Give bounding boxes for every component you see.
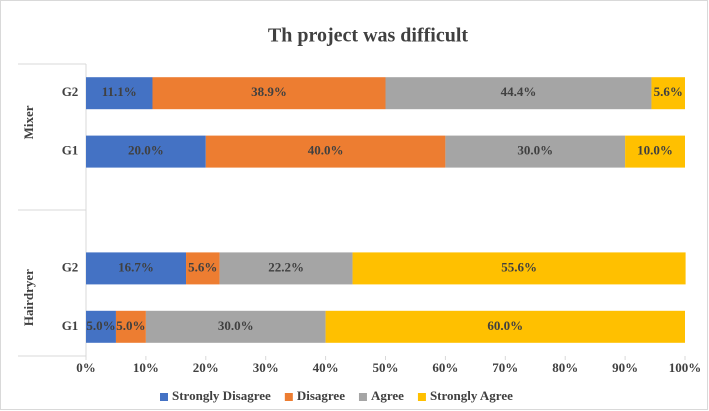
- data-label: 5.6%: [188, 259, 217, 274]
- x-tick-label: 100%: [669, 360, 702, 375]
- bar-segment: [86, 310, 116, 343]
- bar-segment: [325, 310, 685, 343]
- chart-title: Th project was difficult: [268, 25, 469, 47]
- bar-segment: [625, 135, 685, 168]
- x-tick-label: 30%: [253, 360, 279, 375]
- bar-segment: [186, 252, 220, 285]
- data-label: 30.0%: [218, 318, 254, 333]
- x-tick-label: 80%: [552, 360, 578, 375]
- data-label: 30.0%: [517, 143, 553, 158]
- legend-label: Agree: [371, 388, 404, 403]
- bar-segment: [152, 77, 386, 110]
- bar-segment: [86, 135, 206, 168]
- legend-label: Disagree: [297, 388, 345, 403]
- data-label: 44.4%: [501, 84, 537, 99]
- x-tick-label: 50%: [373, 360, 399, 375]
- x-tick-label: 20%: [193, 360, 219, 375]
- data-label: 20.0%: [128, 143, 164, 158]
- y-tick-label: G1: [62, 143, 79, 158]
- bar-segment: [145, 310, 326, 343]
- data-label: 11.1%: [102, 84, 137, 99]
- bar-segment: [651, 77, 685, 110]
- data-label: 10.0%: [637, 143, 673, 158]
- bar-segment: [352, 252, 686, 285]
- bar-segment: [219, 252, 353, 285]
- bar-segment: [86, 252, 187, 285]
- x-tick-label: 60%: [432, 360, 458, 375]
- data-label: 22.2%: [268, 259, 304, 274]
- bar-segment: [115, 310, 146, 343]
- data-label: 5.6%: [654, 84, 683, 99]
- y-tick-label: G2: [62, 84, 79, 99]
- legend-swatch: [160, 393, 168, 401]
- bar-segment: [385, 77, 652, 110]
- x-tick-label: 40%: [313, 360, 339, 375]
- data-label: 16.7%: [118, 259, 154, 274]
- data-label: 5.0%: [86, 318, 115, 333]
- bar-segment: [205, 135, 446, 168]
- data-label: 55.6%: [501, 259, 537, 274]
- x-tick-label: 70%: [492, 360, 518, 375]
- group-label: Mixer: [21, 105, 36, 139]
- legend-swatch: [417, 393, 426, 401]
- data-label: 5.0%: [116, 318, 145, 333]
- legend-label: Strongly Disagree: [172, 388, 271, 403]
- y-tick-label: G1: [62, 318, 79, 333]
- bar-segment: [86, 77, 153, 110]
- legend-swatch: [284, 393, 293, 401]
- x-tick-label: 0%: [76, 360, 96, 375]
- data-label: 38.9%: [251, 84, 287, 99]
- data-label: 40.0%: [308, 143, 344, 158]
- legend-swatch: [358, 393, 367, 401]
- data-label: 60.0%: [487, 318, 523, 333]
- legend-label: Strongly Agree: [430, 388, 513, 403]
- group-label: Hairdryer: [21, 269, 36, 326]
- y-tick-label: G2: [62, 259, 79, 274]
- bar-segment: [445, 135, 626, 168]
- x-tick-label: 10%: [133, 360, 159, 375]
- x-tick-label: 90%: [612, 360, 638, 375]
